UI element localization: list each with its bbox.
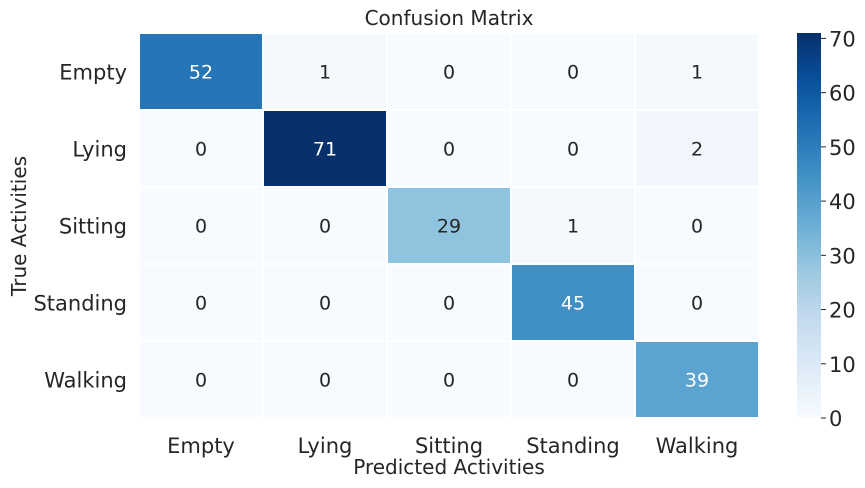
x-tick-label: Lying [298, 434, 353, 458]
colorbar-ticks: 0 10 20 30 40 50 60 70 [821, 27, 856, 431]
cell-value-label: 0 [691, 216, 703, 238]
y-tick-label: Walking [44, 369, 127, 393]
heatmap-cell [386, 109, 512, 188]
cell-value-label: 45 [561, 293, 585, 315]
y-tick-label: Lying [72, 138, 127, 162]
heatmap-cell [138, 340, 264, 419]
cell-value-label: 0 [195, 293, 207, 315]
cell-value-label: 29 [437, 216, 461, 238]
y-tick-label: Sitting [59, 215, 127, 239]
cell-value-label: 2 [691, 139, 703, 161]
heatmap-cell [634, 340, 760, 419]
cell-value-label: 0 [195, 139, 207, 161]
heatmap-cells: 52 1 0 0 1 0 71 0 0 2 0 0 29 1 0 0 0 0 45 0 0 0 0 0 39 [138, 32, 760, 419]
cell-value-label: 1 [319, 62, 331, 84]
heatmap-cell [262, 186, 388, 265]
heatmap-cell [262, 263, 388, 342]
x-tick-label: Empty [167, 434, 235, 458]
cell-value-label: 0 [443, 62, 455, 84]
heatmap-cell [634, 109, 760, 188]
heatmap-cell [386, 340, 512, 419]
cell-value-label: 0 [195, 216, 207, 238]
cell-value-label: 0 [567, 62, 579, 84]
x-tick-label: Walking [656, 434, 739, 458]
cell-value-label: 39 [685, 370, 709, 392]
y-axis-label: True Activities [7, 156, 31, 297]
colorbar-tick-label: 30 [829, 244, 856, 268]
cell-value-label: 0 [691, 293, 703, 315]
x-tick-labels: Empty Lying Sitting Standing Walking [167, 434, 738, 458]
cell-value-label: 0 [319, 293, 331, 315]
heatmap-cell [138, 263, 264, 342]
heatmap-cell [262, 340, 388, 419]
cell-value-label: 0 [195, 370, 207, 392]
colorbar-tick-label: 0 [829, 407, 842, 431]
cell-value-label: 1 [691, 62, 703, 84]
colorbar [797, 33, 821, 418]
cell-value-label: 1 [567, 216, 579, 238]
heatmap-cell [386, 32, 512, 111]
colorbar-tick-label: 70 [829, 27, 856, 51]
heatmap-cell [510, 263, 636, 342]
y-tick-labels: Empty Lying Sitting Standing Walking [33, 61, 127, 393]
heatmap-cell [138, 109, 264, 188]
colorbar-tick-label: 10 [829, 353, 856, 377]
x-tick-label: Sitting [415, 434, 483, 458]
cell-value-label: 0 [443, 139, 455, 161]
cell-value-label: 71 [313, 139, 337, 161]
y-tick-label: Standing [33, 292, 127, 316]
colorbar-tick-label: 40 [829, 190, 856, 214]
chart-title: Confusion Matrix [365, 6, 534, 30]
cell-value-label: 0 [567, 370, 579, 392]
y-tick-label: Empty [59, 61, 127, 85]
cell-value-label: 0 [443, 370, 455, 392]
heatmap-cell [262, 32, 388, 111]
heatmap-cell [510, 186, 636, 265]
cell-value-label: 0 [443, 293, 455, 315]
heatmap-cell [634, 263, 760, 342]
colorbar-tick-label: 50 [829, 136, 856, 160]
cell-value-label: 0 [567, 139, 579, 161]
cell-value-label: 0 [319, 370, 331, 392]
heatmap-cell [386, 263, 512, 342]
colorbar-tick-label: 60 [829, 82, 856, 106]
cell-value-label: 0 [319, 216, 331, 238]
x-axis-label: Predicted Activities [353, 455, 544, 479]
x-tick-label: Standing [526, 434, 620, 458]
colorbar-tick-label: 20 [829, 299, 856, 323]
heatmap-cell [138, 32, 264, 111]
cell-value-label: 52 [189, 62, 213, 84]
